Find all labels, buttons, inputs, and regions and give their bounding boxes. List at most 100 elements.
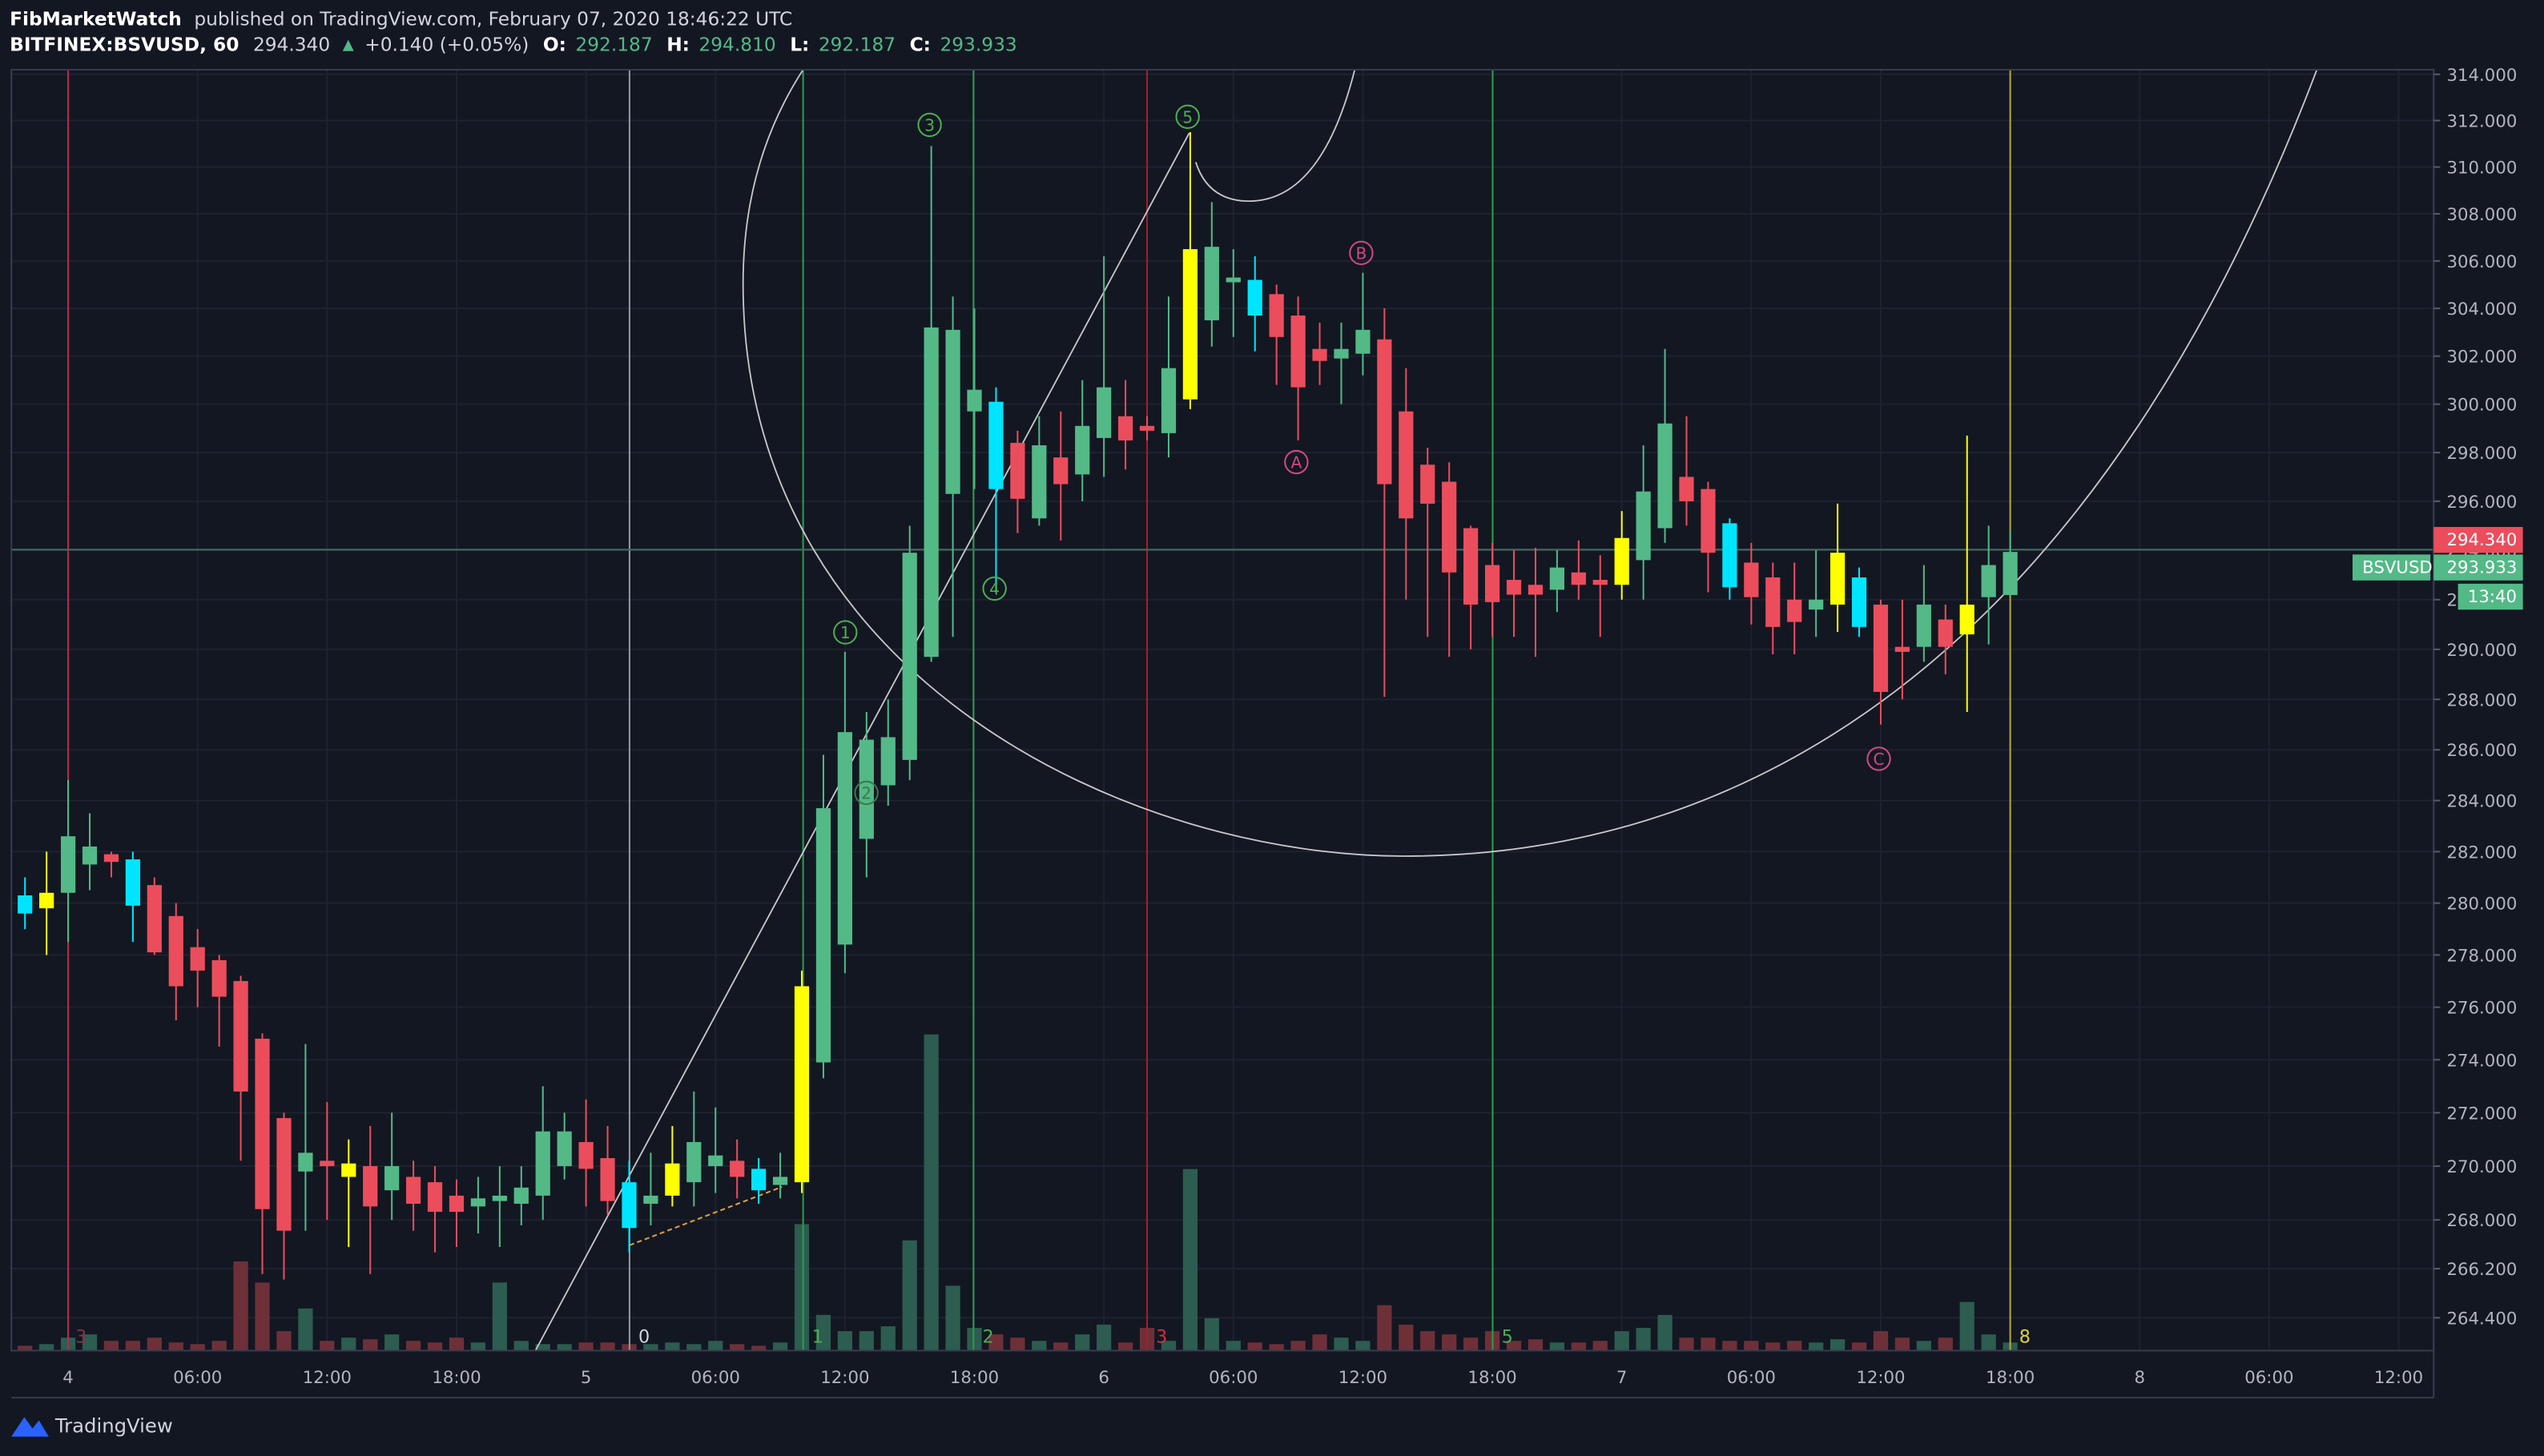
candle-body [902,553,917,760]
volume-bar [405,1341,421,1351]
x-tick-label: 06:00 [691,1368,740,1388]
volume-bar [837,1331,853,1351]
volume-bar [168,1342,183,1351]
candle-body [1010,442,1025,499]
high-label: H: [666,34,690,55]
volume-bar [708,1341,723,1351]
candle-body [39,892,54,909]
y-tick-label: 270.000 [2446,1157,2517,1177]
volume-bar [470,1342,486,1351]
fib-zone-text: 2 [982,1327,993,1348]
volume-bar [1032,1341,1047,1351]
candle-body [1528,585,1544,595]
trend-line [629,1185,783,1246]
volume-bar [1701,1337,1716,1351]
published: published on TradingView.com, February 0… [194,8,792,30]
volume-bar [1744,1341,1759,1351]
y-tick-label: 268.000 [2446,1211,2517,1231]
volume-bar [1226,1341,1241,1351]
candle-body [1226,277,1241,283]
x-tick-label: 06:00 [1727,1368,1776,1388]
last-price: 294.340 [253,34,330,55]
candle-body [1312,348,1327,361]
y-tick-label: 282.000 [2446,843,2517,863]
x-tick-label: 12:00 [303,1368,352,1388]
volume-bar [1830,1339,1846,1351]
x-tick-label: 6 [1098,1368,1109,1388]
y-tick-label: 310.000 [2446,159,2517,179]
volume-bar [967,1328,982,1351]
wave-text: 3 [924,115,935,135]
y-tick-label: 274.000 [2446,1051,2517,1071]
x-tick-label: 12:00 [820,1368,869,1388]
volume-bar [341,1337,356,1351]
volume-bar [363,1339,378,1351]
candle-body [794,986,810,1183]
candle-body [557,1131,572,1167]
x-tick-label: 18:00 [950,1368,999,1388]
volume-bar [1334,1337,1349,1351]
volume-bar [449,1337,465,1351]
y-tick-label: 308.000 [2446,205,2517,225]
candle-body [2003,552,2018,595]
y-tick-label: 276.000 [2446,999,2517,1019]
author: FibMarketWatch [10,8,182,30]
volume-bar [427,1342,443,1351]
candle-body [1679,477,1694,501]
candle-body [815,808,831,1063]
volume-bar [1657,1314,1673,1351]
volume-bar [535,1344,550,1351]
volume-bar [1161,1341,1177,1351]
candles-layer [18,131,2018,1280]
y-tick-label: 272.000 [2446,1104,2517,1124]
high-value: 294.810 [698,34,775,55]
y-tick-label: 280.000 [2446,895,2517,915]
arrow: ▲ [343,37,354,54]
volume-bar [1053,1342,1069,1351]
wave-text: 4 [989,579,1000,598]
candle-body [1916,604,1931,647]
candle-body [1075,425,1090,475]
candle-body [1182,249,1198,400]
last-badge [2433,526,2523,553]
open-value: 292.187 [575,34,652,55]
footer: TradingView [11,1414,173,1438]
volume-bar [815,1314,831,1351]
volume-bar [751,1345,767,1351]
volume-bar [600,1342,615,1351]
candle-body [276,1118,292,1231]
candle-body [686,1142,702,1183]
symbol-badge [2352,554,2431,581]
candle-body [384,1166,400,1191]
candle-body [60,836,76,893]
candle-body [233,980,248,1092]
candle-body [622,1182,637,1229]
candle-body [1334,348,1349,359]
header-line-1: FibMarketWatch published on TradingView.… [10,8,792,30]
x-tick-label: 12:00 [2374,1368,2423,1388]
candle-body [665,1163,680,1196]
fib-zone-text: 1 [812,1327,823,1348]
candle-body [1614,537,1629,585]
volume-bar [880,1326,896,1351]
volume-bar [211,1341,227,1351]
x-tick-label: 5 [581,1368,592,1388]
candle-body [341,1163,356,1177]
volume-bar [1592,1341,1608,1351]
candle-body [1744,562,1759,597]
volume-bar [1851,1342,1867,1351]
volume-bar [924,1034,939,1351]
candle-body [1701,489,1716,553]
volume-bar [103,1341,119,1351]
candle-body [1722,523,1737,588]
candle-body [1269,294,1284,337]
candle-body [1894,646,1910,652]
volume-bar [1636,1328,1651,1351]
wave-label: 1 [833,620,858,645]
wave-label: 4 [982,576,1007,601]
y-tick-label: 314.000 [2446,66,2517,86]
volume-bar [859,1331,874,1351]
y-tick-label: 284.000 [2446,792,2517,812]
candle-body [1161,368,1177,433]
